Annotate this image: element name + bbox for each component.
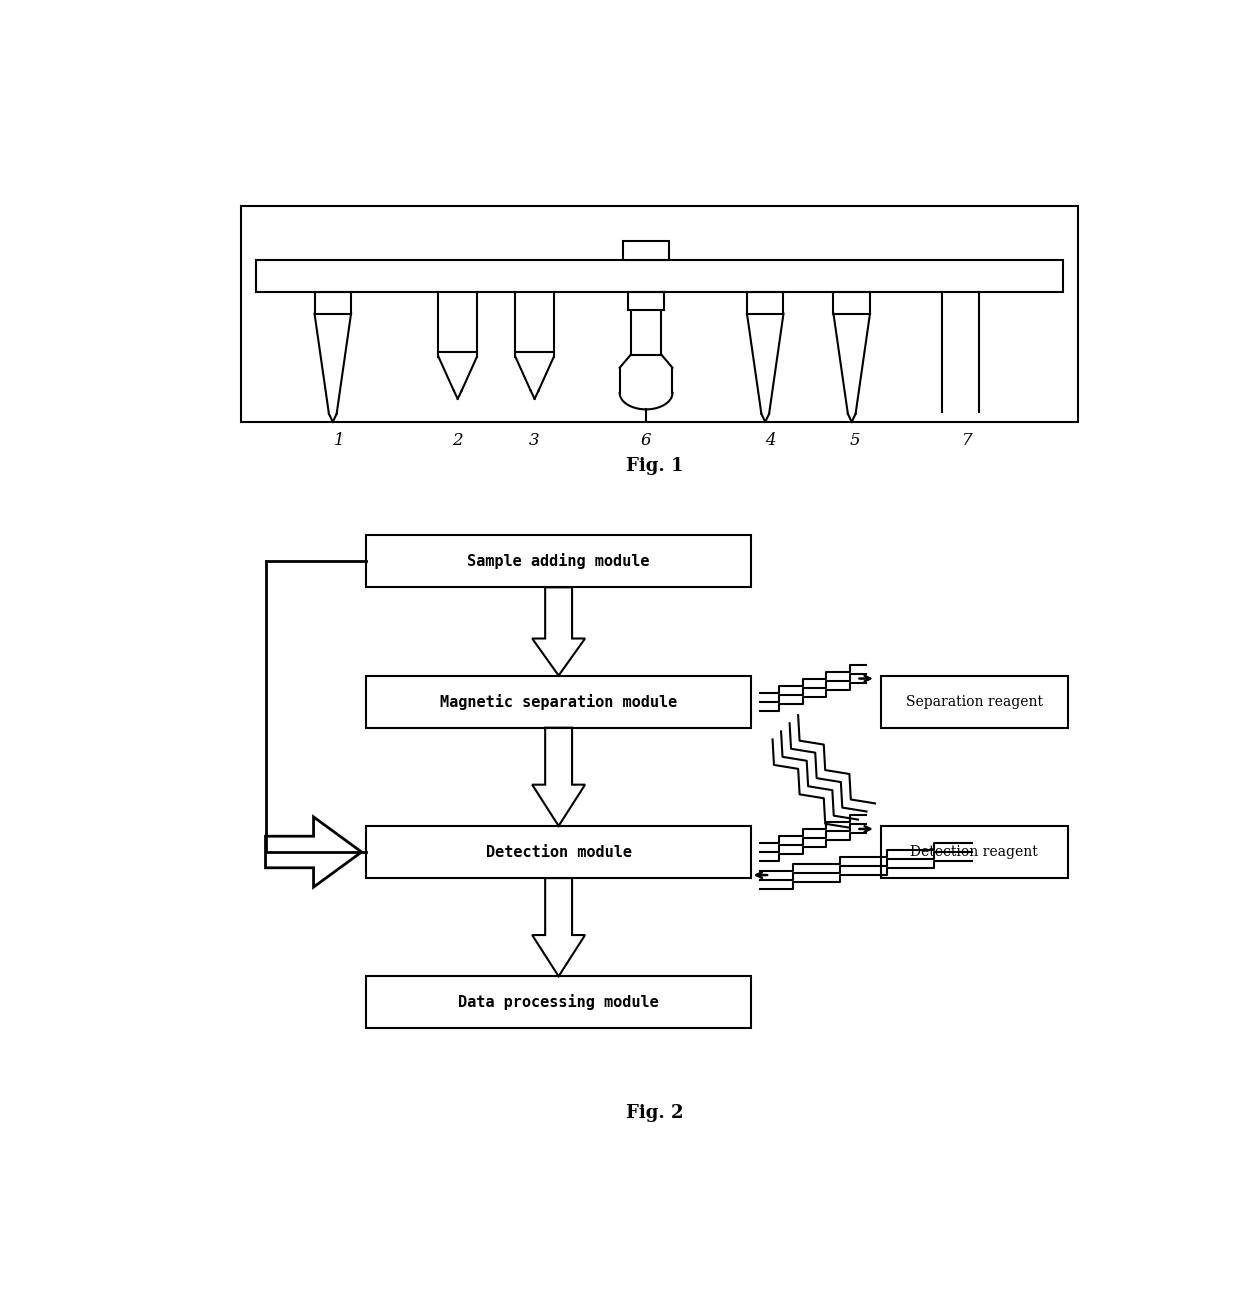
Text: 7: 7	[962, 432, 972, 449]
Text: 6: 6	[641, 432, 651, 449]
FancyBboxPatch shape	[367, 825, 751, 878]
FancyBboxPatch shape	[367, 676, 751, 728]
Text: 1: 1	[335, 432, 345, 449]
Text: 5: 5	[849, 432, 859, 449]
Text: Data processing module: Data processing module	[459, 995, 658, 1010]
Text: Fig. 2: Fig. 2	[626, 1104, 683, 1121]
Text: Detection reagent: Detection reagent	[910, 845, 1038, 859]
Text: Fig. 1: Fig. 1	[626, 457, 683, 475]
Text: 2: 2	[453, 432, 463, 449]
FancyBboxPatch shape	[242, 207, 1078, 422]
FancyBboxPatch shape	[880, 825, 1068, 878]
Text: Separation reagent: Separation reagent	[905, 695, 1043, 708]
Text: 4: 4	[765, 432, 775, 449]
Text: 3: 3	[529, 432, 539, 449]
FancyBboxPatch shape	[622, 241, 670, 259]
Text: Detection module: Detection module	[486, 845, 631, 859]
Text: Sample adding module: Sample adding module	[467, 553, 650, 569]
Text: Magnetic separation module: Magnetic separation module	[440, 694, 677, 710]
FancyBboxPatch shape	[367, 535, 751, 587]
FancyBboxPatch shape	[367, 976, 751, 1029]
FancyBboxPatch shape	[880, 676, 1068, 728]
FancyBboxPatch shape	[255, 259, 1063, 292]
